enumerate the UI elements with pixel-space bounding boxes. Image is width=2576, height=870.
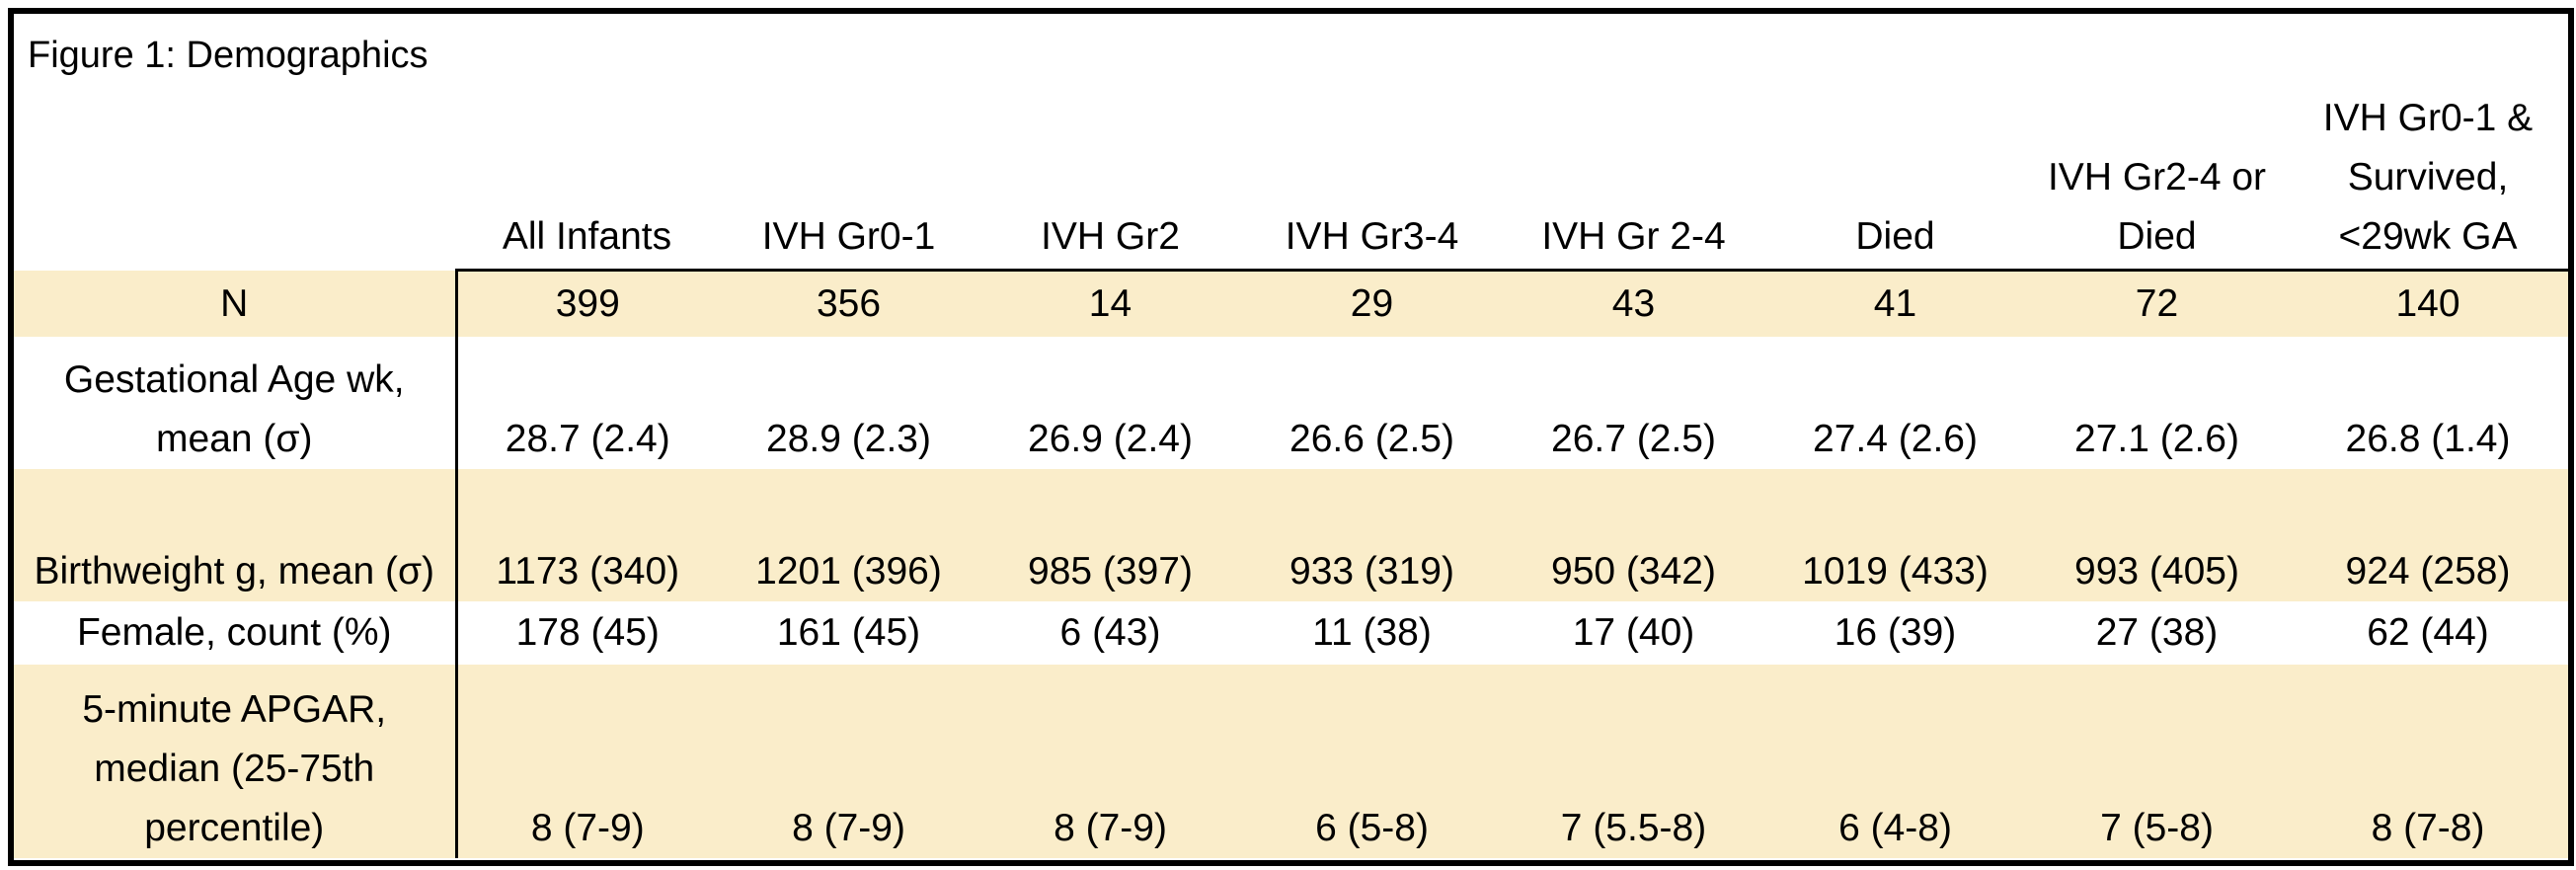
table-cell: 7 (5.5-8) <box>1503 665 1764 858</box>
demographics-table: All Infants IVH Gr0-1 IVH Gr2 IVH Gr3-4 … <box>14 14 2568 858</box>
column-header: Died <box>1855 215 1935 258</box>
table-cell: 8 (7-8) <box>2288 665 2568 858</box>
table-cell: 43 <box>1503 269 1764 337</box>
table-cell: 41 <box>1764 269 2026 337</box>
column-header: IVH Gr0-1 <box>761 215 936 258</box>
column-header: IVH Gr2-4 or Died <box>2047 156 2267 258</box>
table-cell: 6 (5-8) <box>1241 665 1503 858</box>
table-cell: 8 (7-9) <box>718 665 979 858</box>
column-header: IVH Gr2 <box>1041 215 1180 258</box>
table-cell: 161 (45) <box>776 611 921 654</box>
table-cell: 29 <box>1241 269 1503 337</box>
row-label: N <box>14 270 458 337</box>
table-cell: 6 (43) <box>1059 611 1161 654</box>
figure-title: Figure 1: Demographics <box>28 35 429 76</box>
table-cell: 26.8 (1.4) <box>2345 418 2511 460</box>
table-cell: 993 (405) <box>2026 469 2288 601</box>
table-cell: 1173 (340) <box>456 469 718 601</box>
row-label: Birthweight g, mean (σ) <box>14 469 458 601</box>
row-label: Gestational Age wk, mean (σ) <box>14 337 458 469</box>
table-cell: 26.7 (2.5) <box>1551 418 1716 460</box>
column-header: IVH Gr3-4 <box>1285 215 1459 258</box>
column-header: IVH Gr 2-4 <box>1541 215 1726 258</box>
table-cell: 6 (4-8) <box>1764 665 2026 858</box>
table-cell: 140 <box>2288 269 2568 337</box>
table-cell: 1201 (396) <box>718 469 979 601</box>
table-cell: 985 (397) <box>979 469 1241 601</box>
table-cell: 8 (7-9) <box>456 665 718 858</box>
table-cell: 26.6 (2.5) <box>1289 418 1454 460</box>
row-label: Female, count (%) <box>14 601 458 665</box>
table-cell: 933 (319) <box>1241 469 1503 601</box>
table-cell: 28.7 (2.4) <box>505 418 670 460</box>
column-header: IVH Gr0-1 & Survived, <29wk GA <box>2322 97 2534 258</box>
table-row-apgar: 5-minute APGAR, median (25-75th percenti… <box>14 665 2568 858</box>
table-cell: 28.9 (2.3) <box>766 418 931 460</box>
table-cell: 11 (38) <box>1312 611 1432 654</box>
table-cell: 26.9 (2.4) <box>1028 418 1193 460</box>
column-header: All Infants <box>502 215 672 258</box>
table-cell: 399 <box>456 269 718 337</box>
table-cell: 14 <box>979 269 1241 337</box>
table-row-gestational-age: Gestational Age wk, mean (σ) 28.7 (2.4) … <box>14 337 2568 469</box>
table-cell: 924 (258) <box>2288 469 2568 601</box>
table-cell: 62 (44) <box>2367 611 2489 654</box>
table-cell: 1019 (433) <box>1764 469 2026 601</box>
table-cell: 72 <box>2026 269 2288 337</box>
header-row: All Infants IVH Gr0-1 IVH Gr2 IVH Gr3-4 … <box>14 14 2568 271</box>
table-cell: 178 (45) <box>515 611 660 654</box>
table-cell: 27.4 (2.6) <box>1813 418 1978 460</box>
row-label: 5-minute APGAR, median (25-75th percenti… <box>14 665 458 858</box>
table-cell: 16 (39) <box>1834 611 1957 654</box>
table-cell: 7 (5-8) <box>2026 665 2288 858</box>
table-cell: 356 <box>718 269 979 337</box>
table-cell: 8 (7-9) <box>979 665 1241 858</box>
table-row-n: N 399 356 14 29 43 41 72 140 <box>14 269 2568 337</box>
table-row-birthweight: Birthweight g, mean (σ) 1173 (340) 1201 … <box>14 469 2568 601</box>
table-cell: 17 (40) <box>1572 611 1695 654</box>
table-cell: 950 (342) <box>1503 469 1764 601</box>
table-cell: 27 (38) <box>2095 611 2219 654</box>
table-cell: 27.1 (2.6) <box>2074 418 2239 460</box>
figure-frame: All Infants IVH Gr0-1 IVH Gr2 IVH Gr3-4 … <box>8 8 2574 866</box>
table-row-female: Female, count (%) 178 (45) 161 (45) 6 (4… <box>14 601 2568 665</box>
